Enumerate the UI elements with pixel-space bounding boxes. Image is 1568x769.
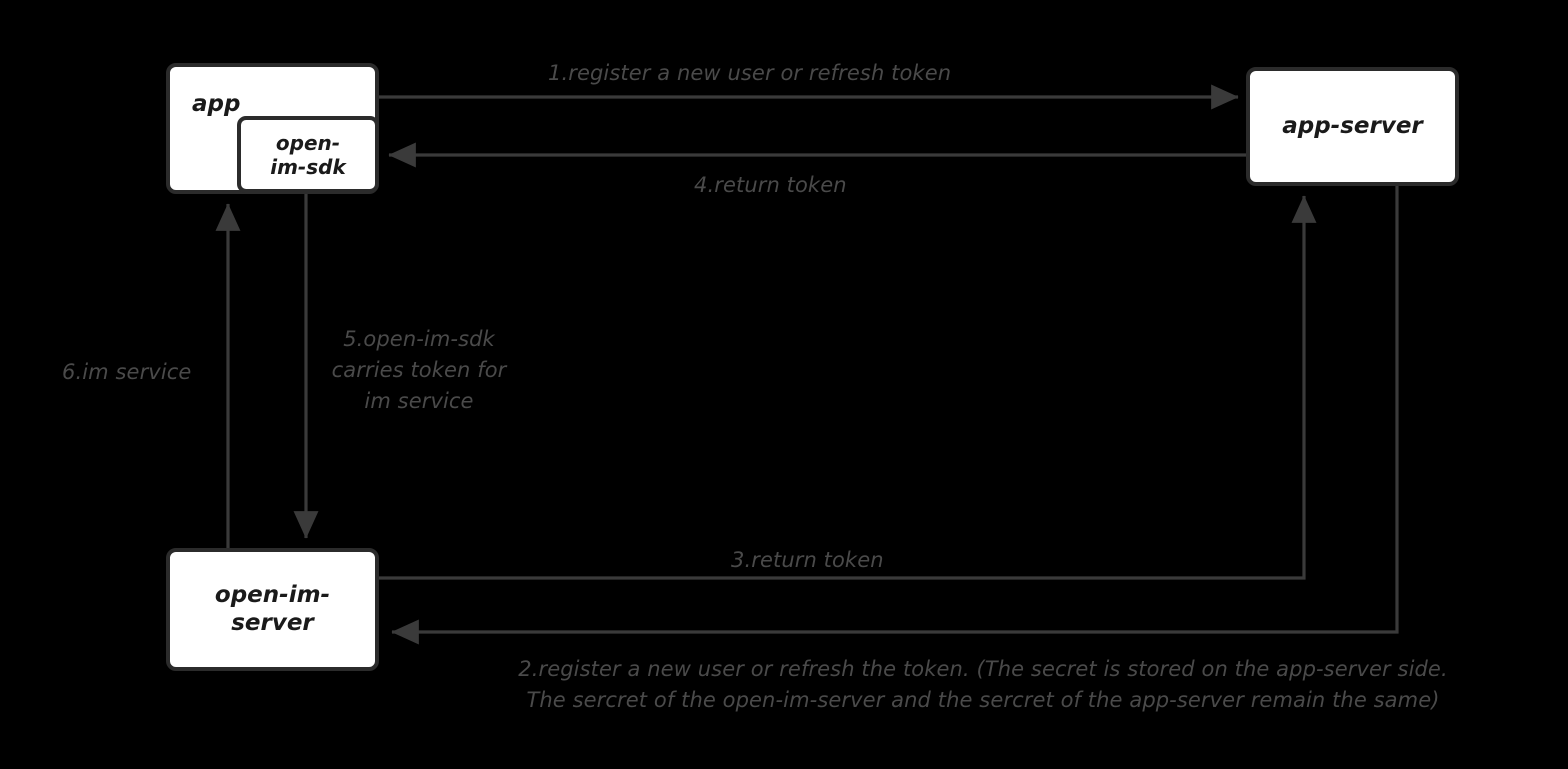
- edge-label-3: 3.return token: [731, 548, 884, 572]
- edge-3-return-token: [379, 195, 1317, 580]
- edge-label-1: 1.register a new user or refresh token: [548, 61, 952, 85]
- edge-label-5: 5.open-im-sdk carries token for im servi…: [331, 327, 507, 413]
- edge-label-4: 4.return token: [694, 173, 847, 197]
- node-app-server-label: app-server: [1282, 112, 1423, 139]
- node-app-label: app: [192, 91, 241, 117]
- edge-label-6: 6.im service: [62, 360, 192, 384]
- edge-2-register-user-secret: [391, 186, 1399, 645]
- node-open-im-sdk-label: open- im-sdk: [270, 130, 346, 179]
- node-app-server[interactable]: app-server: [1246, 67, 1459, 186]
- node-open-im-sdk[interactable]: open- im-sdk: [237, 116, 379, 193]
- node-open-im-server[interactable]: open-im- server: [166, 548, 379, 671]
- node-open-im-server-label: open-im- server: [214, 582, 331, 636]
- edge-label-2: 2.register a new user or refresh the tok…: [518, 657, 1448, 712]
